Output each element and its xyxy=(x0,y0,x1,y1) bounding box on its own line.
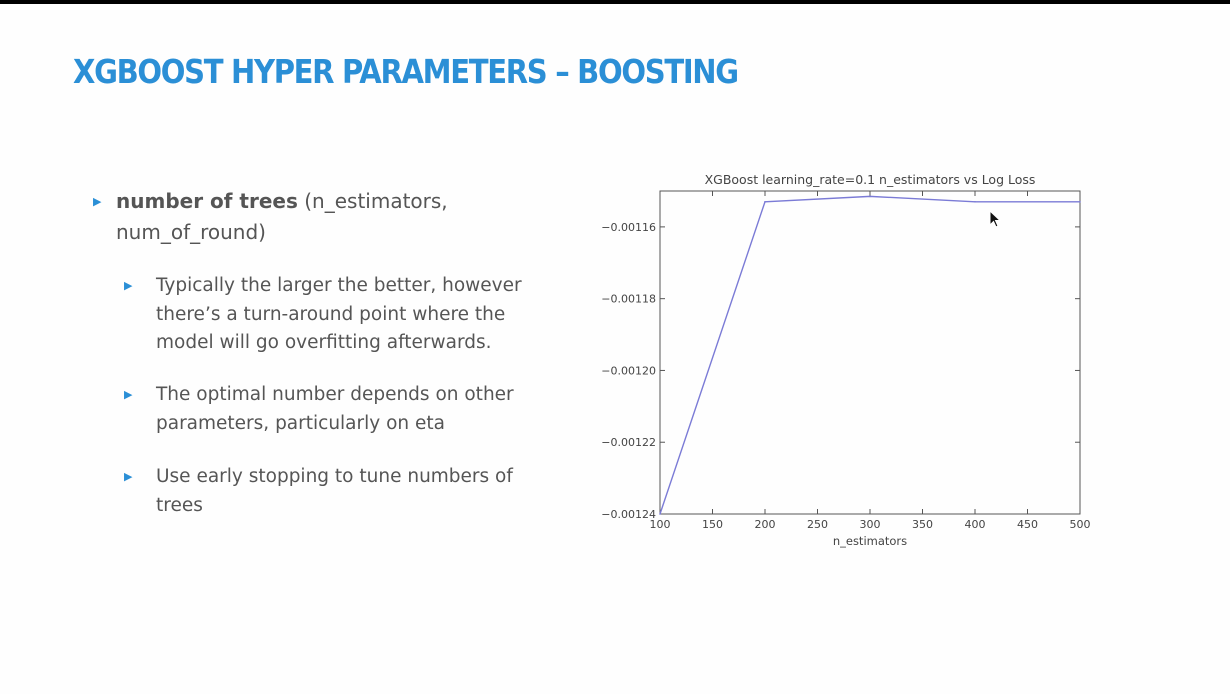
x-tick-label: 300 xyxy=(860,518,881,531)
x-tick-label: 150 xyxy=(702,518,723,531)
data-point xyxy=(659,513,661,515)
y-tick-label: −0.00122 xyxy=(601,436,656,449)
bullet-triangle-icon: ▶ xyxy=(93,195,102,208)
y-tick-label: −0.00120 xyxy=(601,364,656,377)
y-tick-label: −0.00116 xyxy=(601,221,656,234)
x-axis-label: n_estimators xyxy=(833,534,907,548)
data-point xyxy=(764,200,766,203)
sub-bullet-text: The optimal number depends on other para… xyxy=(156,384,514,434)
data-point xyxy=(974,200,976,203)
x-tick-label: 450 xyxy=(1017,518,1038,531)
x-tick-label: 250 xyxy=(807,518,828,531)
sub-bullet-text: Typically the larger the better, however… xyxy=(156,275,522,353)
sub-bullet-text: Use early stopping to tune numbers of tr… xyxy=(156,466,513,516)
main-bullet-bold: number of trees xyxy=(116,189,298,213)
data-point xyxy=(869,195,871,198)
main-bullet-rest: (n_estimators, num_of_round) xyxy=(116,189,448,244)
data-point xyxy=(1079,200,1081,203)
x-tick-label: 100 xyxy=(650,518,671,531)
bullet-triangle-icon: ▶ xyxy=(124,388,133,401)
plot-frame xyxy=(659,190,1081,515)
mouse-cursor-icon xyxy=(989,210,1002,228)
log-loss-chart: XGBoost learning_rate=0.1 n_estimators v… xyxy=(601,172,1091,548)
x-tick-label: 200 xyxy=(755,518,776,531)
bullet-triangle-icon: ▶ xyxy=(124,470,133,483)
bullet-triangle-icon: ▶ xyxy=(124,279,133,292)
chart-title: XGBoost learning_rate=0.1 n_estimators v… xyxy=(705,172,1036,187)
x-tick-label: 500 xyxy=(1070,518,1091,531)
slide: XGBOOST HYPER PARAMETERS – BOOSTING ▶ nu… xyxy=(0,4,1230,694)
y-tick-label: −0.00124 xyxy=(601,508,656,521)
main-bullet-text: number of trees (n_estimators, num_of_ro… xyxy=(116,186,516,248)
x-tick-label: 400 xyxy=(965,518,986,531)
x-tick-label: 350 xyxy=(912,518,933,531)
y-tick-label: −0.00118 xyxy=(601,293,656,306)
slide-title: XGBOOST HYPER PARAMETERS – BOOSTING xyxy=(73,52,739,91)
log-loss-line xyxy=(659,195,1080,515)
